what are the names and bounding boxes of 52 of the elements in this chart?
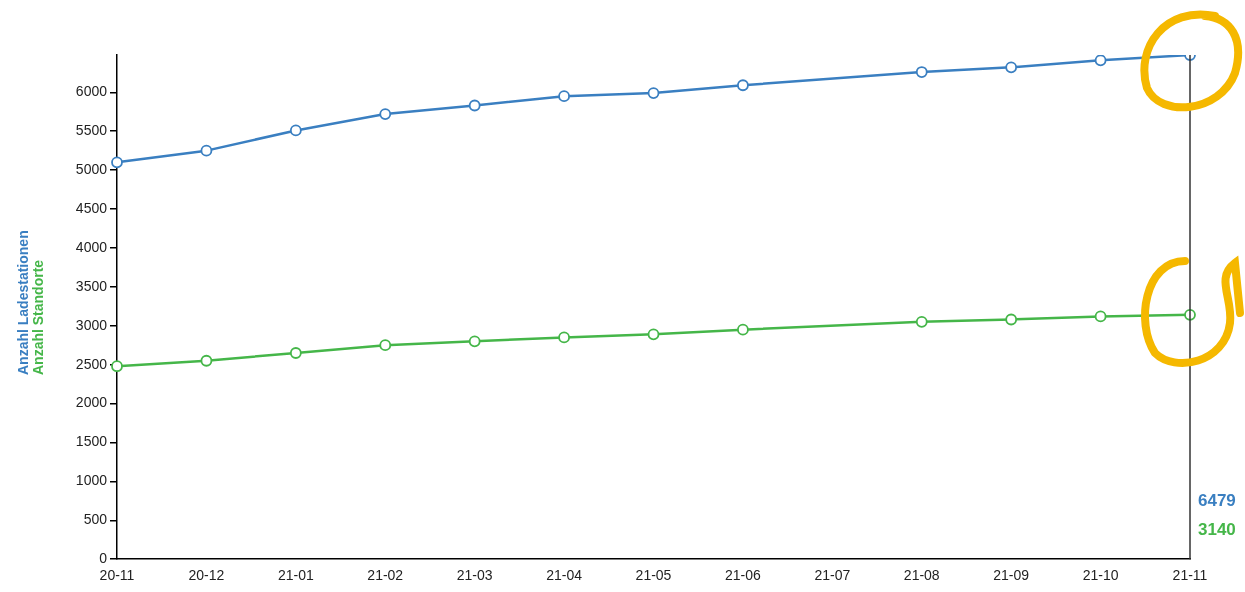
point bbox=[737, 79, 749, 92]
point bbox=[468, 99, 481, 112]
point bbox=[558, 331, 570, 344]
x-tick-label: 21-07 bbox=[814, 567, 851, 584]
x-tick-label: 20-12 bbox=[188, 567, 225, 584]
point bbox=[200, 144, 213, 157]
y-tick-label: 5500 bbox=[75, 122, 108, 139]
y-tick-label: 1500 bbox=[75, 433, 108, 450]
point bbox=[111, 156, 123, 169]
text: 6479 bbox=[1198, 490, 1236, 510]
y-tick-label: 5000 bbox=[75, 160, 108, 177]
y-tick-label: 3000 bbox=[75, 316, 108, 333]
text: Anzahl Ladestationen bbox=[15, 230, 31, 375]
y-tick-label: 4000 bbox=[75, 238, 108, 255]
x-tick-label: 21-11 bbox=[1172, 567, 1208, 584]
x-tick-label: 21-05 bbox=[635, 567, 672, 584]
point bbox=[1094, 310, 1107, 323]
x-tick-label: 21-06 bbox=[725, 567, 762, 584]
x-tick-label: 21-04 bbox=[546, 567, 583, 584]
x-tick-label: 21-02 bbox=[367, 567, 404, 584]
point bbox=[289, 124, 302, 137]
x-tick-label: 21-09 bbox=[993, 567, 1030, 584]
point bbox=[1005, 61, 1018, 74]
point bbox=[647, 328, 660, 341]
point bbox=[200, 354, 213, 367]
point bbox=[379, 339, 392, 352]
x-tick-label: 20-11 bbox=[99, 567, 135, 584]
y-tick-label: 3500 bbox=[75, 277, 108, 294]
x-tick-label: 21-10 bbox=[1082, 567, 1119, 584]
point bbox=[737, 323, 749, 336]
y-tick-label: 1000 bbox=[75, 472, 108, 489]
point bbox=[289, 347, 302, 359]
x-tick-label: 21-01 bbox=[277, 567, 314, 584]
point bbox=[1005, 313, 1018, 326]
point bbox=[558, 90, 570, 103]
text: Anzahl Standorte bbox=[30, 258, 46, 375]
y-tick-label: 6000 bbox=[75, 83, 108, 100]
point bbox=[647, 87, 660, 99]
y-tick-label: 0 bbox=[99, 550, 108, 567]
text: 3140 bbox=[1198, 519, 1236, 539]
point bbox=[379, 108, 392, 120]
y-tick-label: 500 bbox=[83, 511, 108, 528]
point bbox=[111, 360, 123, 373]
x-tick-label: 21-08 bbox=[903, 567, 940, 584]
point bbox=[915, 315, 928, 328]
y-tick-label: 2500 bbox=[75, 355, 108, 372]
point bbox=[915, 66, 928, 78]
y-tick-label: 4500 bbox=[75, 199, 108, 216]
y-tick-label: 2000 bbox=[75, 394, 108, 411]
point bbox=[468, 335, 481, 348]
point bbox=[1094, 55, 1107, 67]
x-tick-label: 21-03 bbox=[456, 567, 493, 584]
